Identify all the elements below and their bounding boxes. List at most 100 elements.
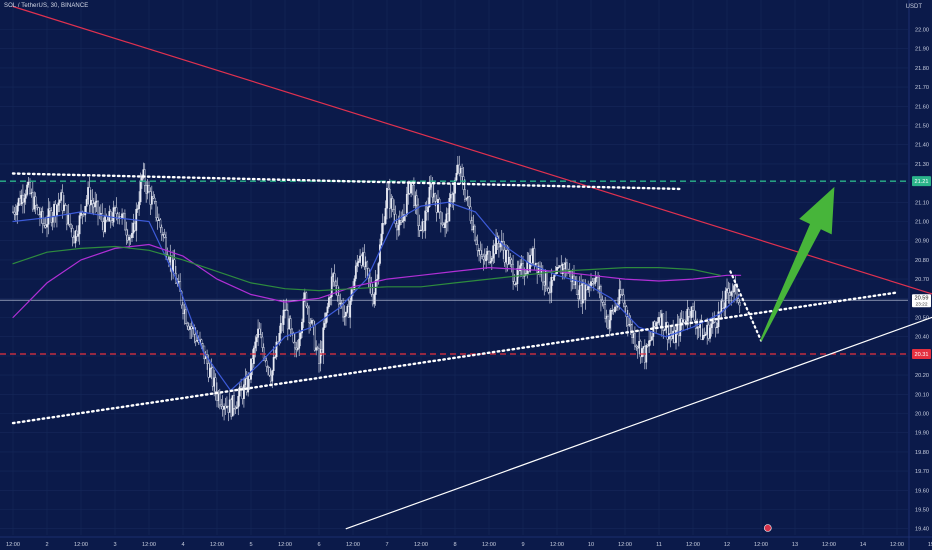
- candle-body: [288, 318, 291, 330]
- candle-body: [632, 333, 635, 338]
- x-tick-label: 5: [249, 542, 252, 548]
- candle-body: [91, 200, 94, 204]
- candle-body: [386, 187, 388, 209]
- candle-body: [207, 363, 210, 378]
- candle-body: [534, 262, 537, 266]
- y-tick-label: 20.70: [915, 277, 929, 283]
- descending-trendline[interactable]: [12, 5, 932, 303]
- candle-body: [658, 317, 660, 323]
- x-tick-label: 12:00: [74, 542, 88, 548]
- candle-body: [251, 358, 254, 364]
- candle-body: [235, 406, 238, 409]
- candle-body: [594, 277, 597, 284]
- x-tick-label: 12: [724, 542, 730, 548]
- candle-body: [165, 237, 167, 255]
- moving-average-mid[interactable]: [12, 243, 742, 319]
- y-tick-label: 20.20: [915, 373, 929, 379]
- candle-body: [730, 291, 733, 296]
- y-tick-label: 21.70: [915, 85, 929, 91]
- candle-body: [23, 198, 26, 203]
- candle-body: [455, 173, 458, 181]
- candle-body: [16, 205, 19, 215]
- candle-body: [294, 341, 296, 349]
- candle-body: [696, 326, 699, 329]
- candle-body: [122, 213, 125, 215]
- candle-body: [227, 405, 230, 413]
- current-price-tag: [912, 294, 931, 308]
- candle-body: [320, 349, 323, 354]
- candle-body: [575, 280, 578, 295]
- candle-body: [302, 298, 305, 323]
- candle-body: [452, 193, 455, 203]
- candle-body: [724, 290, 727, 308]
- candle-body: [303, 292, 306, 299]
- candle-body: [95, 200, 98, 203]
- candle-body: [67, 213, 70, 225]
- candle-body: [209, 368, 211, 378]
- candle-body: [721, 300, 724, 309]
- moving-average-slow[interactable]: [12, 245, 721, 292]
- candle-body: [381, 223, 384, 235]
- candle-body: [163, 234, 166, 238]
- x-tick-label: 12:00: [346, 542, 360, 548]
- candle-body: [733, 285, 735, 293]
- candle-body: [397, 224, 400, 231]
- candle-body: [247, 375, 250, 393]
- x-tick-label: 13: [792, 542, 798, 548]
- candle-body: [220, 404, 223, 407]
- horizontal-resistance-trendline[interactable]: [11, 172, 681, 191]
- candle-body: [520, 263, 523, 266]
- candle-body: [186, 323, 189, 327]
- x-tick-label: 4: [181, 542, 184, 548]
- event-marker-icon[interactable]: [763, 524, 772, 532]
- candle-body: [468, 196, 471, 208]
- projection-dip[interactable]: [729, 270, 763, 342]
- x-tick-label: 12:00: [890, 542, 904, 548]
- channel-bottom-line[interactable]: [345, 308, 932, 530]
- candle-body: [486, 251, 489, 255]
- candle-body: [114, 207, 116, 209]
- candle-body: [526, 261, 529, 274]
- candle-body: [583, 283, 585, 300]
- candle-body: [61, 192, 64, 211]
- candle-body: [291, 328, 293, 334]
- candle-body: [431, 183, 434, 198]
- candle-body: [343, 315, 346, 318]
- x-tick-label: 7: [385, 542, 388, 548]
- candle-body: [612, 309, 615, 312]
- candle-body: [659, 317, 662, 327]
- candle-body: [683, 319, 686, 323]
- candle-body: [254, 341, 257, 349]
- candle-body: [408, 183, 411, 194]
- y-tick-label: 20.50: [915, 316, 929, 322]
- candle-body: [255, 337, 258, 343]
- candle-body: [401, 220, 404, 223]
- candle-body: [87, 187, 89, 200]
- candle-body: [685, 321, 687, 323]
- x-tick-label: 12:00: [6, 542, 20, 548]
- candle-body: [78, 215, 81, 235]
- candle-body: [243, 384, 245, 399]
- candle-body: [557, 267, 560, 269]
- candle-body: [469, 206, 472, 221]
- candle-body: [716, 326, 718, 328]
- candle-body: [530, 254, 533, 264]
- candle-body: [476, 244, 479, 251]
- projection-arrow[interactable]: [760, 186, 835, 341]
- candle-body: [384, 208, 387, 224]
- moving-average-fast[interactable]: [12, 201, 742, 392]
- y-tick-label: 22.00: [915, 28, 929, 34]
- candle-body: [319, 349, 322, 364]
- candle-body: [649, 340, 652, 342]
- x-tick-label: 8: [453, 542, 456, 548]
- candle-body: [301, 322, 303, 334]
- candle-body: [687, 308, 690, 317]
- y-tick-label: 19.50: [915, 508, 929, 514]
- candle-body: [515, 283, 517, 285]
- candle-body: [200, 339, 203, 344]
- candle-body: [543, 281, 546, 286]
- candle-body: [410, 180, 412, 194]
- candle-body: [459, 168, 462, 174]
